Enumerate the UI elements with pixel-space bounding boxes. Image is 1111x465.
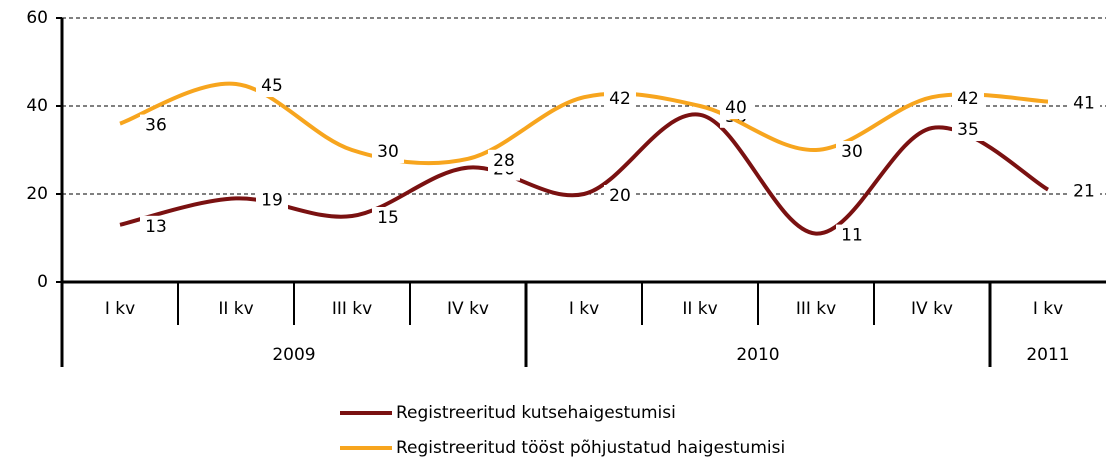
data-label: 21 bbox=[1073, 182, 1095, 202]
data-label-bg bbox=[1068, 92, 1100, 115]
data-label-bg bbox=[1068, 180, 1100, 203]
y-tick-label: 60 bbox=[26, 8, 48, 28]
data-label: 30 bbox=[377, 142, 399, 162]
data-label: 30 bbox=[841, 142, 863, 162]
data-label-bg bbox=[952, 119, 984, 141]
data-label: 45 bbox=[261, 76, 283, 96]
data-label-bg bbox=[836, 141, 868, 163]
data-label-bg bbox=[256, 75, 288, 97]
data-label-bg bbox=[604, 88, 636, 111]
data-label: 28 bbox=[493, 151, 515, 171]
data-label: 42 bbox=[957, 89, 979, 109]
data-label: 15 bbox=[377, 208, 399, 228]
legend-label: Registreeritud tööst põhjustatud haigest… bbox=[396, 438, 785, 458]
data-label: 42 bbox=[609, 89, 631, 109]
x-tick-label: II kv bbox=[218, 299, 253, 319]
data-label: 36 bbox=[145, 116, 167, 136]
data-label: 19 bbox=[261, 190, 283, 210]
y-tick-label: 0 bbox=[37, 272, 48, 292]
data-label: 41 bbox=[1073, 94, 1095, 114]
line bbox=[119, 112, 1050, 236]
group-label: 2010 bbox=[736, 345, 779, 365]
x-tick-label: II kv bbox=[682, 299, 717, 319]
data-label: 11 bbox=[841, 226, 863, 246]
x-tick-label: III kv bbox=[796, 299, 836, 319]
data-label-bg bbox=[720, 97, 752, 119]
data-label: 20 bbox=[609, 186, 631, 206]
legend-label: Registreeritud kutsehaigestumisi bbox=[396, 403, 676, 423]
data-label-bg bbox=[140, 114, 172, 137]
x-tick-label: IV kv bbox=[911, 299, 953, 319]
x-tick-label: III kv bbox=[332, 299, 372, 319]
x-tick-label: I kv bbox=[1033, 299, 1063, 319]
x-tick-label: I kv bbox=[105, 299, 135, 319]
data-label: 40 bbox=[725, 98, 747, 118]
data-label-bg bbox=[140, 215, 172, 238]
x-tick-label: I kv bbox=[569, 299, 599, 319]
y-tick-label: 20 bbox=[26, 184, 48, 204]
data-label-bg bbox=[372, 207, 404, 229]
data-label: 13 bbox=[145, 217, 167, 237]
data-label-bg bbox=[488, 149, 520, 172]
data-label-bg bbox=[604, 185, 636, 207]
y-tick-label: 40 bbox=[26, 96, 48, 116]
data-label-bg bbox=[256, 189, 288, 212]
group-label: 2011 bbox=[1026, 345, 1069, 365]
data-label-bg bbox=[836, 224, 868, 247]
data-label-bg bbox=[372, 141, 404, 163]
data-label-bg bbox=[952, 88, 984, 111]
x-tick-label: IV kv bbox=[447, 299, 489, 319]
group-label: 2009 bbox=[272, 345, 315, 365]
data-label: 35 bbox=[957, 120, 979, 140]
